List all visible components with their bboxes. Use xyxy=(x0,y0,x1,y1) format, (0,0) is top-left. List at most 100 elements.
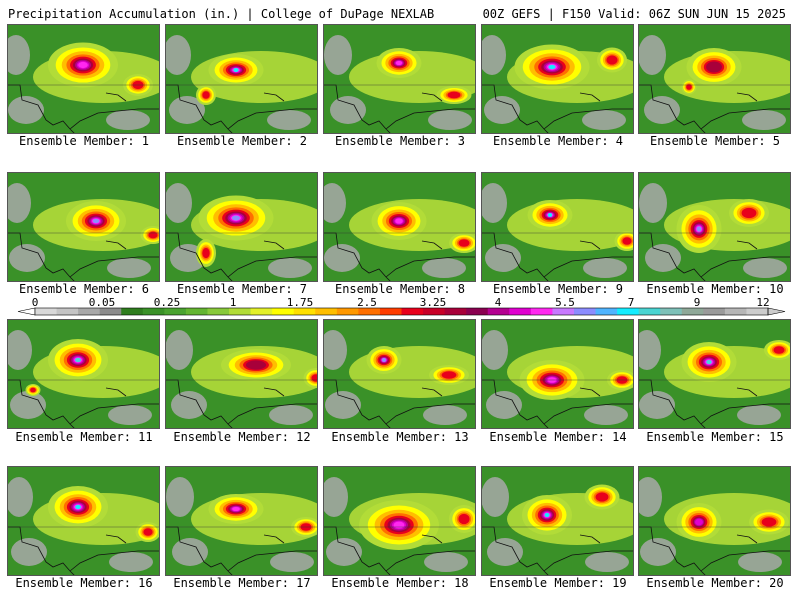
precip-map xyxy=(639,25,790,133)
colorbar-swatch xyxy=(164,308,187,315)
precip-map xyxy=(166,467,317,575)
colorbar-swatch xyxy=(466,308,489,315)
state-boundary-lines xyxy=(324,526,475,575)
colorbar-swatch xyxy=(509,308,532,315)
precip-map xyxy=(324,467,475,575)
colorbar-swatch xyxy=(185,308,208,315)
colorbar-tick-label: 2.5 xyxy=(357,296,377,309)
colorbar-swatch xyxy=(660,308,683,315)
state-boundary-lines xyxy=(324,232,475,281)
precip-map xyxy=(639,320,790,428)
precip-map xyxy=(482,25,633,133)
ensemble-map-panel xyxy=(638,24,791,134)
precip-map xyxy=(8,173,159,281)
precip-map xyxy=(482,320,633,428)
ensemble-member-caption: Ensemble Member: 9 xyxy=(492,282,624,296)
state-boundary-lines xyxy=(639,84,790,133)
ensemble-map-panel xyxy=(638,172,791,282)
ensemble-map-panel xyxy=(7,24,160,134)
ensemble-map-panel xyxy=(323,319,476,429)
colorbar-swatch xyxy=(293,308,316,315)
ensemble-map-panel xyxy=(323,24,476,134)
ensemble-map-panel xyxy=(481,466,634,576)
page-title: Precipitation Accumulation (in.) | Colle… xyxy=(8,7,435,21)
ensemble-map-panel xyxy=(481,24,634,134)
precip-map xyxy=(166,320,317,428)
precip-map xyxy=(8,320,159,428)
run-info: 00Z GEFS | F150 Valid: 06Z SUN JUN 15 20… xyxy=(482,7,786,21)
colorbar-swatch xyxy=(401,308,424,315)
colorbar-swatch xyxy=(35,308,58,315)
colorbar-swatch xyxy=(358,308,381,315)
ensemble-member-caption: Ensemble Member: 17 xyxy=(173,576,311,590)
colorbar-swatch xyxy=(444,308,467,315)
ensemble-map-panel xyxy=(323,466,476,576)
ensemble-map-panel xyxy=(481,319,634,429)
ensemble-member-caption: Ensemble Member: 5 xyxy=(649,134,781,148)
ensemble-member-caption: Ensemble Member: 16 xyxy=(15,576,153,590)
colorbar-swatch xyxy=(207,308,230,315)
ensemble-member-caption: Ensemble Member: 11 xyxy=(15,430,153,444)
colorbar-under-arrow xyxy=(17,307,36,316)
colorbar-swatch xyxy=(746,308,769,315)
precip-map xyxy=(324,320,475,428)
colorbar-swatch xyxy=(423,308,446,315)
ensemble-map-panel xyxy=(481,172,634,282)
state-boundary-lines xyxy=(324,84,475,133)
precip-map xyxy=(482,467,633,575)
colorbar-swatch xyxy=(638,308,661,315)
colorbar-swatch xyxy=(703,308,726,315)
state-boundary-lines xyxy=(482,526,633,575)
colorbar-tick-label: 1 xyxy=(230,296,237,309)
state-boundary-lines xyxy=(166,232,317,281)
state-boundary-lines xyxy=(639,232,790,281)
ensemble-member-caption: Ensemble Member: 10 xyxy=(646,282,784,296)
ensemble-member-caption: Ensemble Member: 8 xyxy=(334,282,466,296)
state-boundary-lines xyxy=(482,232,633,281)
precip-map xyxy=(324,173,475,281)
state-boundary-lines xyxy=(8,84,159,133)
colorbar-swatch xyxy=(272,308,295,315)
ensemble-map-panel xyxy=(165,466,318,576)
colorbar-tick-label: 0.25 xyxy=(154,296,181,309)
ensemble-member-caption: Ensemble Member: 4 xyxy=(492,134,624,148)
colorbar-swatch xyxy=(724,308,747,315)
colorbar-legend: 0 0.05 0.25 1 1.75 2.5 3.25 4 5.5 7 9 12 xyxy=(17,296,786,316)
precip-map xyxy=(8,467,159,575)
ensemble-map-panel xyxy=(165,319,318,429)
colorbar-tick-label: 4 xyxy=(495,296,502,309)
ensemble-member-caption: Ensemble Member: 15 xyxy=(646,430,784,444)
ensemble-map-panel xyxy=(638,466,791,576)
state-boundary-lines xyxy=(166,84,317,133)
ensemble-map-panel xyxy=(165,24,318,134)
state-boundary-lines xyxy=(8,232,159,281)
colorbar-tick-label: 0.05 xyxy=(89,296,116,309)
state-boundary-lines xyxy=(639,526,790,575)
colorbar-swatch xyxy=(99,308,122,315)
colorbar-swatch xyxy=(78,308,101,315)
ensemble-member-caption: Ensemble Member: 19 xyxy=(489,576,627,590)
colorbar-swatch xyxy=(487,308,510,315)
precip-map xyxy=(166,25,317,133)
precip-map xyxy=(482,173,633,281)
state-boundary-lines xyxy=(324,379,475,428)
colorbar-swatch xyxy=(617,308,640,315)
state-boundary-lines xyxy=(8,379,159,428)
colorbar-swatch xyxy=(56,308,79,315)
colorbar-swatch xyxy=(573,308,597,315)
ensemble-member-caption: Ensemble Member: 2 xyxy=(176,134,308,148)
ensemble-map-panel xyxy=(323,172,476,282)
colorbar-tick-label: 7 xyxy=(628,296,635,309)
precip-map xyxy=(8,25,159,133)
precip-map xyxy=(639,173,790,281)
colorbar-swatch xyxy=(552,308,575,315)
colorbar-tick-label: 5.5 xyxy=(555,296,575,309)
colorbar-swatch xyxy=(530,308,553,315)
ensemble-map-panel xyxy=(7,319,160,429)
state-boundary-lines xyxy=(482,84,633,133)
colorbar-swatch xyxy=(379,308,402,315)
ensemble-member-caption: Ensemble Member: 18 xyxy=(331,576,469,590)
precip-map xyxy=(324,25,475,133)
state-boundary-lines xyxy=(482,379,633,428)
state-boundary-lines xyxy=(8,526,159,575)
